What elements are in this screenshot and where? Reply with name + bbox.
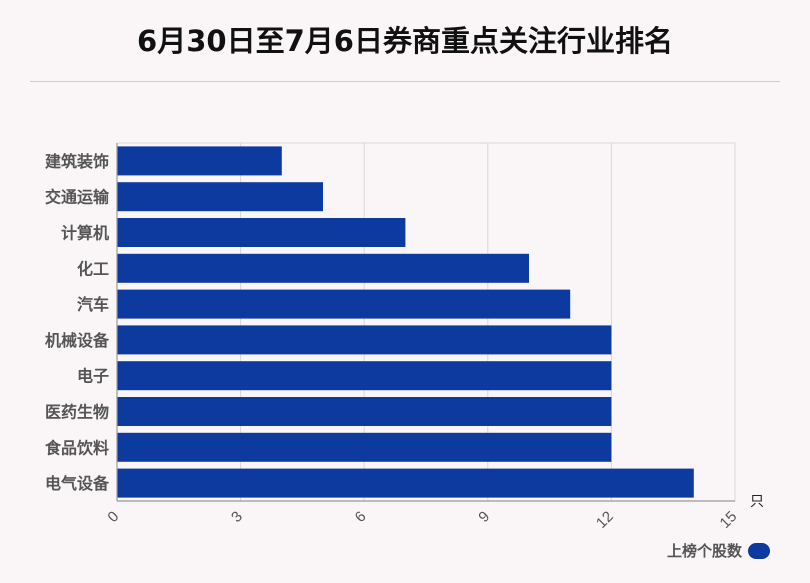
x-tick-label: 0 xyxy=(104,508,122,526)
bar xyxy=(117,289,571,319)
bar xyxy=(117,361,612,391)
y-category-label: 汽车 xyxy=(77,295,109,314)
x-tick-label: 6 xyxy=(352,508,370,526)
x-tick-label: 9 xyxy=(475,508,493,526)
legend-swatch xyxy=(748,542,770,559)
bar xyxy=(117,468,694,498)
title-divider xyxy=(30,81,780,82)
y-category-label: 计算机 xyxy=(61,224,109,243)
x-tick-label: 12 xyxy=(593,508,617,532)
bar xyxy=(117,432,612,462)
legend-label: 上榜个股数 xyxy=(666,542,742,560)
y-category-label: 电子 xyxy=(77,367,109,386)
x-tick-label: 3 xyxy=(228,508,246,526)
x-tick-label: 15 xyxy=(717,508,741,532)
axis-layer xyxy=(116,143,735,502)
bar xyxy=(117,397,612,426)
bar xyxy=(117,325,612,355)
y-category-label: 机械设备 xyxy=(45,331,110,350)
bar-layer xyxy=(117,146,694,498)
x-unit-label: 只 xyxy=(750,494,764,510)
y-category-label: 医药生物 xyxy=(45,403,109,422)
bar xyxy=(117,146,282,176)
legend: 上榜个股数 xyxy=(667,540,770,561)
bar xyxy=(117,218,406,247)
y-category-label: 交通运输 xyxy=(45,188,110,207)
y-category-label: 电气设备 xyxy=(45,474,110,493)
y-category-label: 食品饮料 xyxy=(44,438,109,457)
y-category-label: 化工 xyxy=(77,259,109,278)
bar xyxy=(117,253,529,283)
y-category-label: 建筑装饰 xyxy=(45,152,109,171)
chart-title: 6月30日至7月6日券商重点关注行业排名 xyxy=(137,24,673,58)
bar xyxy=(117,182,323,212)
